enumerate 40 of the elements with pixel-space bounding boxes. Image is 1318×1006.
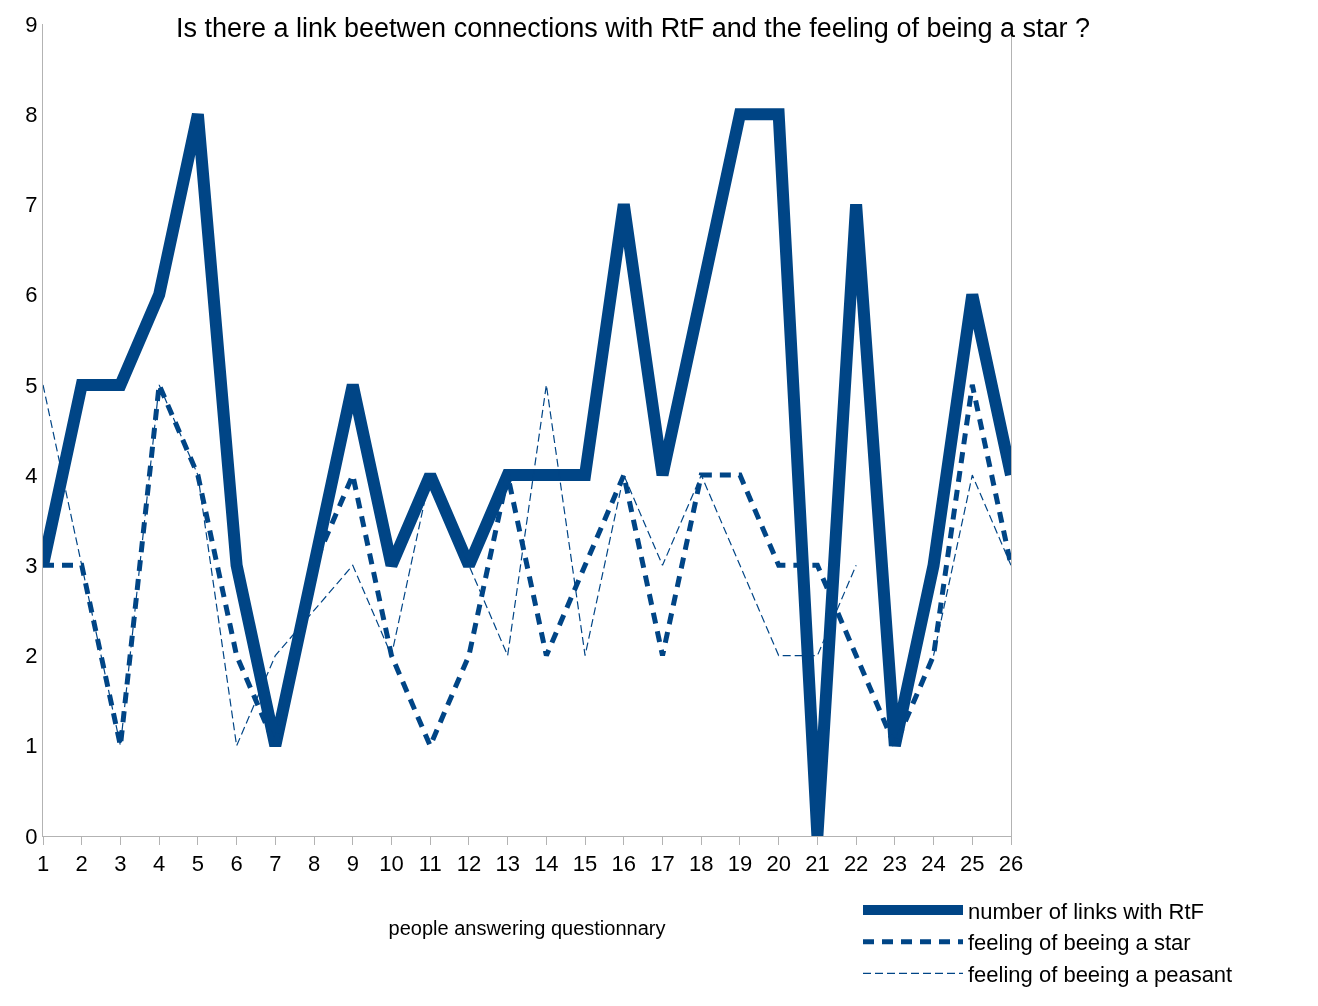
y-tick-label: 3 xyxy=(25,553,38,579)
y-tick-label: 5 xyxy=(25,372,38,398)
legend-label: number of links with RtF xyxy=(968,898,1204,924)
y-tick-label: 9 xyxy=(25,11,38,37)
x-tick-label: 14 xyxy=(534,851,559,877)
x-tick-label: 10 xyxy=(379,851,404,877)
x-tick-label: 25 xyxy=(960,851,985,877)
x-tick-label: 19 xyxy=(727,851,753,877)
y-tick-label: 7 xyxy=(25,192,38,218)
x-tick-label: 21 xyxy=(805,851,830,877)
x-tick-label: 8 xyxy=(307,851,321,877)
x-tick-label: 20 xyxy=(766,851,791,877)
x-tick-label: 6 xyxy=(230,851,243,877)
x-tick-label: 12 xyxy=(456,851,482,877)
x-tick-label: 23 xyxy=(882,851,908,877)
x-axis-title: people answering questionnary xyxy=(388,916,666,939)
chart-title: Is there a link beetwen connections with RtF and the feeling of being a star ? xyxy=(175,13,1091,44)
legend-label: feeling of beeing a star xyxy=(968,930,1191,956)
x-tick-label: 22 xyxy=(843,851,869,877)
x-tick-label: 24 xyxy=(921,851,946,877)
x-tick-label: 13 xyxy=(495,851,520,877)
x-tick-label: 5 xyxy=(191,851,205,877)
x-tick-label: 15 xyxy=(572,851,598,877)
y-tick-label: 0 xyxy=(25,823,38,849)
x-tick-label: 18 xyxy=(689,851,714,877)
x-tick-label: 17 xyxy=(650,851,675,877)
y-tick-label: 4 xyxy=(25,462,38,488)
legend-label: feeling of beeing a peasant xyxy=(968,961,1233,987)
y-tick-label: 2 xyxy=(25,643,38,669)
x-tick-label: 3 xyxy=(114,851,127,877)
x-tick-label: 4 xyxy=(153,851,166,877)
x-tick-label: 7 xyxy=(269,851,282,877)
x-tick-label: 26 xyxy=(998,851,1024,877)
y-tick-label: 8 xyxy=(25,101,38,127)
x-tick-label: 9 xyxy=(346,851,359,877)
y-tick-label: 6 xyxy=(25,282,38,308)
x-tick-label: 11 xyxy=(418,851,442,877)
x-tick-label: 2 xyxy=(75,851,88,877)
x-tick-label: 16 xyxy=(611,851,637,877)
y-tick-label: 1 xyxy=(25,733,38,759)
